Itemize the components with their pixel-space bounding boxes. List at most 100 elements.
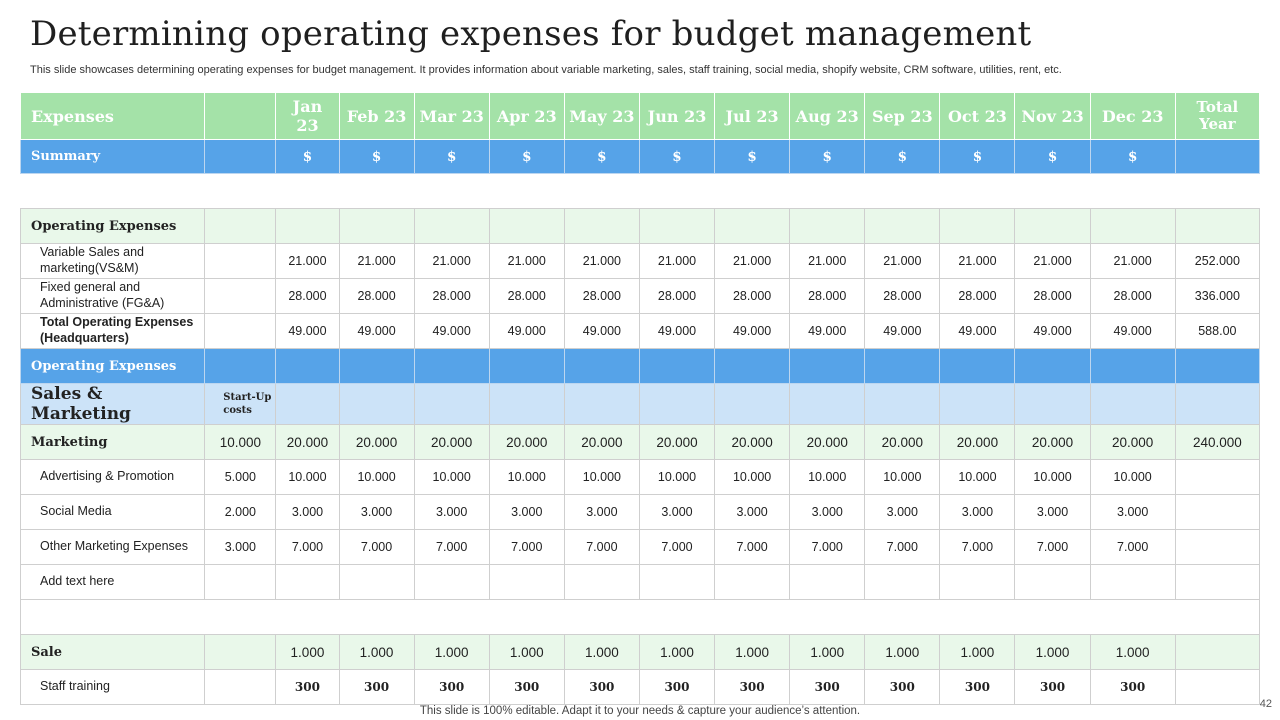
value-cell: 300 bbox=[864, 669, 941, 705]
value-cell: 1.000 bbox=[413, 634, 490, 670]
budget-table: Expenses Jan 23 Feb 23 Mar 23 Apr 23 May 23 Ju… bbox=[19, 92, 1261, 705]
header-month: Apr 23 bbox=[488, 92, 565, 140]
currency-symbol: $ bbox=[1014, 139, 1091, 174]
value-cell: 300 bbox=[1014, 669, 1091, 705]
value-cell: 28.000 bbox=[338, 278, 415, 314]
value-cell: 20.000 bbox=[638, 424, 716, 460]
value-cell: 49.000 bbox=[1014, 313, 1091, 349]
value-cell: 300 bbox=[789, 669, 866, 705]
header-month: Dec 23 bbox=[1089, 92, 1176, 140]
total-cell: 336.000 bbox=[1174, 278, 1261, 314]
empty-cell bbox=[563, 383, 640, 425]
value-cell: 7.000 bbox=[563, 529, 640, 565]
empty-cell bbox=[413, 383, 490, 425]
value-cell: 49.000 bbox=[488, 313, 565, 349]
value-cell: 10.000 bbox=[714, 459, 791, 495]
operating-row-label: Total Operating Expenses (Headquarters) bbox=[19, 313, 206, 349]
empty-cell bbox=[789, 208, 866, 244]
empty-cell bbox=[1014, 383, 1091, 425]
currency-symbol: $ bbox=[488, 139, 565, 174]
value-cell: 49.000 bbox=[939, 313, 1016, 349]
empty-cell bbox=[638, 383, 716, 425]
value-cell: 20.000 bbox=[338, 424, 415, 460]
value-cell: 21.000 bbox=[338, 243, 415, 279]
value-cell: 21.000 bbox=[638, 243, 716, 279]
value-cell: 28.000 bbox=[1014, 278, 1091, 314]
currency-symbol: $ bbox=[864, 139, 941, 174]
page-number: 42 bbox=[1259, 698, 1272, 710]
empty-cell bbox=[1174, 208, 1261, 244]
operating-row-label: Fixed general and Administrative (FG&A) bbox=[19, 278, 206, 314]
empty-cell bbox=[1174, 348, 1261, 384]
startup-costs-label: Start-Up costs bbox=[204, 383, 277, 425]
value-cell: 300 bbox=[275, 669, 340, 705]
value-cell: 20.000 bbox=[1014, 424, 1091, 460]
value-cell: 28.000 bbox=[488, 278, 565, 314]
marketing-sub-row: Social Media 2.000 3.000 3.000 3.000 3.000 3.0… bbox=[19, 494, 1261, 530]
value-cell: 3.000 bbox=[714, 494, 791, 530]
value-cell: 49.000 bbox=[789, 313, 866, 349]
value-cell: 28.000 bbox=[275, 278, 340, 314]
operating-expenses-band-label: Operating Expenses bbox=[19, 348, 206, 384]
value-cell: 7.000 bbox=[939, 529, 1016, 565]
value-cell bbox=[939, 564, 1016, 600]
value-cell: 300 bbox=[338, 669, 415, 705]
value-cell: 10.000 bbox=[413, 459, 490, 495]
value-cell: 49.000 bbox=[413, 313, 490, 349]
value-cell: 1.000 bbox=[488, 634, 565, 670]
value-cell: 10.000 bbox=[864, 459, 941, 495]
value-cell: 10.000 bbox=[789, 459, 866, 495]
startup-value: 10.000 bbox=[204, 424, 277, 460]
empty-cell bbox=[1174, 459, 1261, 495]
blank-row bbox=[20, 599, 1260, 635]
sales-marketing-label: Sales & Marketing bbox=[19, 383, 206, 425]
value-cell bbox=[563, 564, 640, 600]
value-cell: 300 bbox=[1089, 669, 1176, 705]
value-cell: 3.000 bbox=[275, 494, 340, 530]
value-cell: 7.000 bbox=[275, 529, 340, 565]
value-cell: 49.000 bbox=[563, 313, 640, 349]
value-cell: 28.000 bbox=[939, 278, 1016, 314]
empty-cell bbox=[204, 669, 277, 705]
value-cell: 7.000 bbox=[789, 529, 866, 565]
empty-cell bbox=[488, 208, 565, 244]
value-cell: 7.000 bbox=[1089, 529, 1176, 565]
value-cell: 1.000 bbox=[789, 634, 866, 670]
value-cell: 20.000 bbox=[275, 424, 340, 460]
empty-cell bbox=[714, 348, 791, 384]
value-cell: 21.000 bbox=[1089, 243, 1176, 279]
value-cell: 20.000 bbox=[488, 424, 565, 460]
value-cell: 300 bbox=[488, 669, 565, 705]
currency-symbol: $ bbox=[338, 139, 415, 174]
currency-symbol: $ bbox=[1089, 139, 1176, 174]
currency-symbol: $ bbox=[563, 139, 640, 174]
header-month: May 23 bbox=[563, 92, 640, 140]
header-month: Feb 23 bbox=[338, 92, 415, 140]
value-cell: 21.000 bbox=[714, 243, 791, 279]
value-cell bbox=[1089, 564, 1176, 600]
value-cell: 1.000 bbox=[638, 634, 716, 670]
empty-cell bbox=[413, 208, 490, 244]
header-month: Oct 23 bbox=[939, 92, 1016, 140]
currency-symbol: $ bbox=[638, 139, 716, 174]
empty-cell bbox=[1174, 634, 1261, 670]
value-cell: 300 bbox=[413, 669, 490, 705]
value-cell: 1.000 bbox=[939, 634, 1016, 670]
empty-cell bbox=[204, 243, 277, 279]
currency-symbol: $ bbox=[413, 139, 490, 174]
value-cell bbox=[488, 564, 565, 600]
currency-symbol: $ bbox=[275, 139, 340, 174]
empty-cell bbox=[864, 348, 941, 384]
empty-cell bbox=[939, 348, 1016, 384]
value-cell bbox=[714, 564, 791, 600]
value-cell: 1.000 bbox=[864, 634, 941, 670]
empty-cell bbox=[1089, 383, 1176, 425]
empty-cell bbox=[789, 348, 866, 384]
value-cell bbox=[1014, 564, 1091, 600]
empty-cell bbox=[939, 383, 1016, 425]
operating-row: Total Operating Expenses (Headquarters) 4… bbox=[19, 313, 1261, 349]
value-cell: 49.000 bbox=[864, 313, 941, 349]
value-cell: 20.000 bbox=[1089, 424, 1176, 460]
value-cell: 1.000 bbox=[338, 634, 415, 670]
empty-cell bbox=[204, 208, 277, 244]
